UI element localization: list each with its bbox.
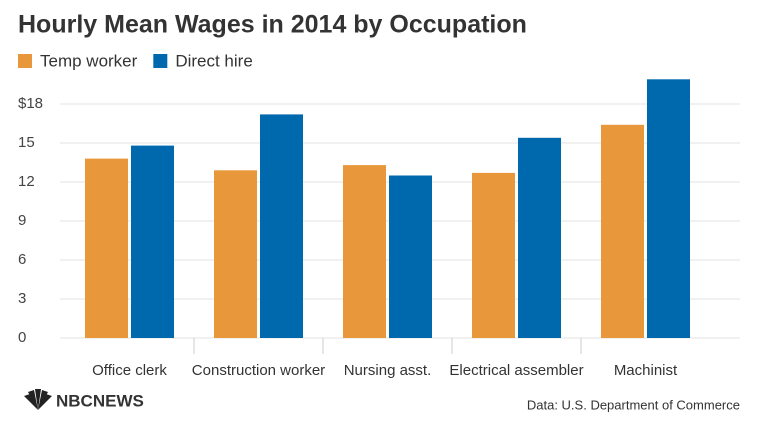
bar [260,114,303,339]
chart-title: Hourly Mean Wages in 2014 by Occupation [18,11,527,39]
x-tick-label: Office clerk [92,362,167,379]
legend-label: Direct hire [175,51,252,70]
peacock-icon [24,389,52,410]
bar [518,137,561,338]
y-tick-label: 9 [18,212,26,229]
y-tick-label: 0 [18,329,26,346]
legend-swatch [153,54,168,68]
y-tick-label: 15 [18,134,35,151]
y-tick-label: 12 [18,173,35,190]
x-tick-label: Construction worker [192,362,325,379]
legend-swatch [18,54,32,68]
bar [343,165,386,338]
bar [131,145,174,338]
legend-label: Temp worker [40,51,138,70]
logo: NBCNEWS [56,391,144,410]
bar [389,175,432,338]
y-tick-label: 3 [18,290,26,307]
bar [214,170,257,338]
x-tick-label: Electrical assembler [449,362,583,379]
bar [647,79,690,339]
bar [601,124,644,338]
source: Data: U.S. Department of Commerce [527,397,740,412]
x-tick-label: Machinist [614,362,678,379]
bar [85,158,128,338]
y-tick-label: 6 [18,251,26,268]
bar [472,172,515,338]
y-tick-label: $18 [18,95,43,112]
x-tick-label: Nursing asst. [344,362,432,379]
